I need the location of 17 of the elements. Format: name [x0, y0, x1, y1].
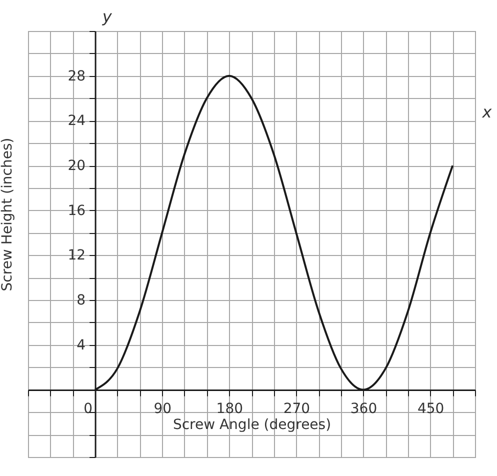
x-tick-label: 180 — [216, 401, 244, 418]
y-tick-label: 24 — [68, 113, 86, 130]
x-tick-label: 360 — [350, 401, 378, 418]
y-tick-label: 20 — [68, 158, 86, 174]
text: x — [481, 102, 492, 122]
y-tick-label: 28 — [68, 68, 86, 84]
y-tick-label: 12 — [68, 248, 86, 264]
x-tick-label: 90 — [154, 401, 172, 418]
x-tick-label: 270 — [283, 401, 310, 418]
x-tick-label: 0 — [84, 401, 93, 418]
x-tick-label: 450 — [417, 401, 444, 418]
y-tick-label: 4 — [76, 337, 86, 354]
text: y — [101, 7, 112, 26]
y-axis-title: Screw Height (inches) — [0, 138, 16, 292]
y-tick-label: 8 — [76, 292, 86, 309]
y-tick-label: 16 — [68, 202, 86, 219]
x-axis-title: Screw Angle (degrees) — [172, 417, 332, 434]
